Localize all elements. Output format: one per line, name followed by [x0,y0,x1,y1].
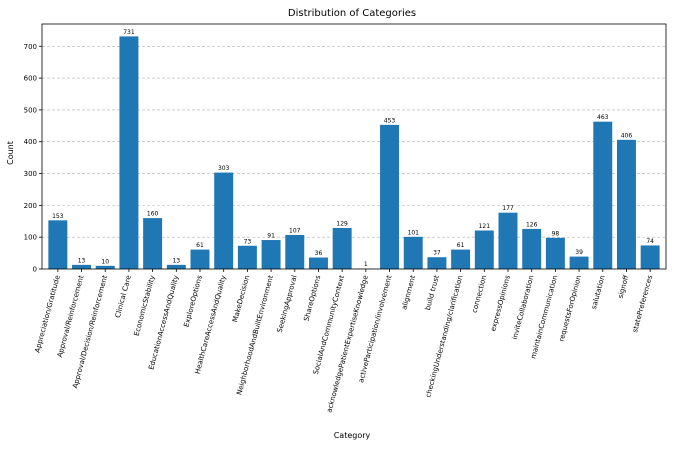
data-label: 13 [78,257,86,264]
data-label: 463 [597,114,609,121]
data-label: 37 [433,250,441,257]
bar [214,172,234,269]
data-label: 731 [123,29,135,36]
data-labels-group: 153 13 10 731 160 13 61 303 73 91 107 36 129 1 453 101 3… [52,29,654,268]
bar [640,245,660,269]
x-tick-label: ShareOptions [302,274,322,322]
data-label: 73 [244,238,252,245]
x-tick-label: maintainCommunication [529,274,559,359]
data-label: 153 [52,213,64,220]
data-label: 160 [147,211,159,218]
bar [380,124,400,269]
y-axis: 0 100 200 300 400 500 600 700 [24,43,42,274]
bar [143,218,163,269]
data-label: 101 [408,229,420,236]
bar [119,36,139,270]
data-label: 98 [552,230,560,237]
plot-frame [41,23,667,270]
bar [451,249,471,269]
data-label: 13 [172,257,180,264]
bar [48,220,68,269]
x-tick-label: requestsForOpinion [558,274,583,342]
bar [569,256,589,269]
x-tick-label: build trust [424,274,441,311]
data-label: 61 [457,242,465,249]
x-tick-label: EconomicStability [133,274,157,336]
bar [95,265,115,269]
bar [332,227,352,269]
bar [308,257,328,269]
bar [285,234,305,269]
x-axis: Appreciation/GratitudeApproval/Reinforce… [33,269,654,413]
data-label: 177 [502,205,514,212]
data-label: 39 [575,249,583,256]
x-axis-label: Category [334,431,371,440]
x-tick-label: connection [471,274,489,313]
y-tick-label: 600 [24,75,37,83]
x-tick-label: signoff [617,274,631,299]
x-tick-label: Appreciation/Gratitude [33,274,61,353]
bars-group [48,36,660,270]
bar [593,121,613,269]
data-label: 453 [384,117,396,124]
x-tick-label: inviteCollaboration [511,274,536,340]
x-tick-label: MakeDecision [231,274,251,323]
data-label: 107 [289,227,301,234]
data-label: 74 [646,238,654,245]
bar [166,264,186,269]
bar [237,245,257,269]
bar [403,236,423,269]
data-label: 61 [196,242,204,249]
bar [522,228,542,269]
y-tick-label: 0 [33,266,37,274]
y-tick-label: 700 [24,43,37,51]
data-label: 91 [267,233,275,240]
data-label: 129 [336,220,348,227]
x-tick-label: Approval/Reinforcement [56,274,86,358]
data-label: 10 [101,258,109,265]
x-tick-label: salutation [590,274,607,310]
data-label: 36 [315,250,323,257]
y-tick-label: 500 [24,106,37,114]
grid-lines [42,45,666,238]
y-tick-label: 200 [24,202,37,210]
bar [474,230,494,269]
data-label: 406 [621,132,633,139]
bar [190,249,210,269]
x-tick-label: alignment [400,274,417,310]
x-tick-label: expressOpinions [489,274,512,332]
chart-title: Distribution of Categories [288,8,416,19]
y-tick-label: 100 [24,234,37,242]
x-tick-label: ExploreOptions [182,274,204,328]
bar [72,264,92,269]
data-label: 303 [218,165,230,172]
x-tick-label: SeekingApproval [276,274,299,333]
bar [261,240,281,269]
data-label: 1 [364,261,368,268]
y-tick-label: 300 [24,170,37,178]
data-label: 121 [479,223,491,230]
x-tick-label: statePreferences [631,274,654,333]
x-tick-label: Clinical Care [114,274,133,318]
bar [498,212,518,269]
bar [616,139,636,269]
bar [545,237,565,269]
bar [427,257,447,269]
data-label: 126 [526,221,538,228]
y-axis-label: Count [6,141,15,165]
y-tick-label: 400 [24,138,37,146]
